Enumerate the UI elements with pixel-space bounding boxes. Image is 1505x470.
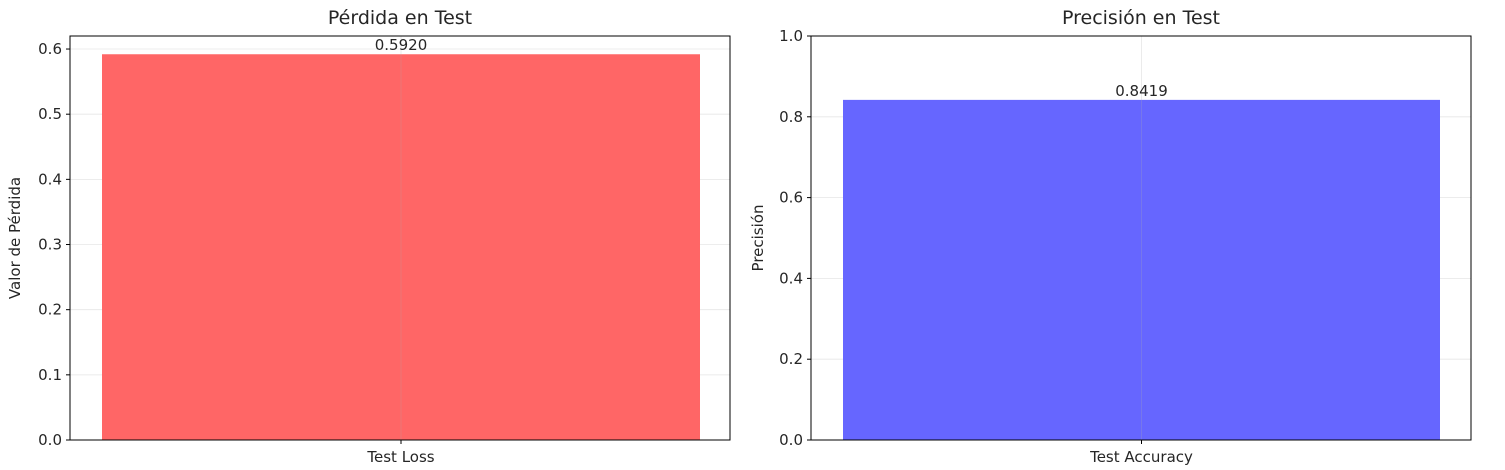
x-tick-label: Test Accuracy (1089, 448, 1193, 466)
y-axis-label: Valor de Pérdida (6, 177, 24, 299)
y-tick-label: 0.3 (38, 236, 62, 254)
y-tick-label: 0.0 (779, 431, 803, 449)
axes-frame (69, 35, 731, 441)
chart-panel-1: 0.0 0.1 0.2 0.3 0.4 0.5 0.6 Test Loss 0.5920 Pérd… (6, 7, 731, 466)
bar-test-loss (102, 54, 700, 440)
chart-title: Precisión en Test (1062, 7, 1220, 29)
y-tick-label: 0.2 (38, 301, 62, 319)
y-tick-label: 0.6 (779, 189, 803, 207)
bar-test-accuracy (843, 99, 1440, 440)
y-axis-label: Precisión (749, 205, 767, 272)
y-tick-label: 0.6 (38, 40, 62, 58)
chart-panel-2: 0.0 0.2 0.4 0.6 0.8 1.0 Test Accuracy 0.8419 Pre… (749, 7, 1472, 466)
y-tick-label: 1.0 (779, 27, 803, 45)
y-tick-label: 0.1 (38, 366, 62, 384)
bar-value-label: 0.5920 (375, 36, 428, 54)
y-tick-label: 0.5 (38, 105, 62, 123)
y-tick-label: 0.0 (38, 431, 62, 449)
bar-value-label: 0.8419 (1115, 82, 1168, 100)
y-tick-label: 0.8 (779, 108, 803, 126)
y-tick-label: 0.2 (779, 350, 803, 368)
chart-title: Pérdida en Test (328, 7, 472, 29)
y-tick-label: 0.4 (779, 269, 803, 287)
y-tick-label: 0.4 (38, 170, 62, 188)
x-tick-label: Test Loss (366, 448, 434, 466)
